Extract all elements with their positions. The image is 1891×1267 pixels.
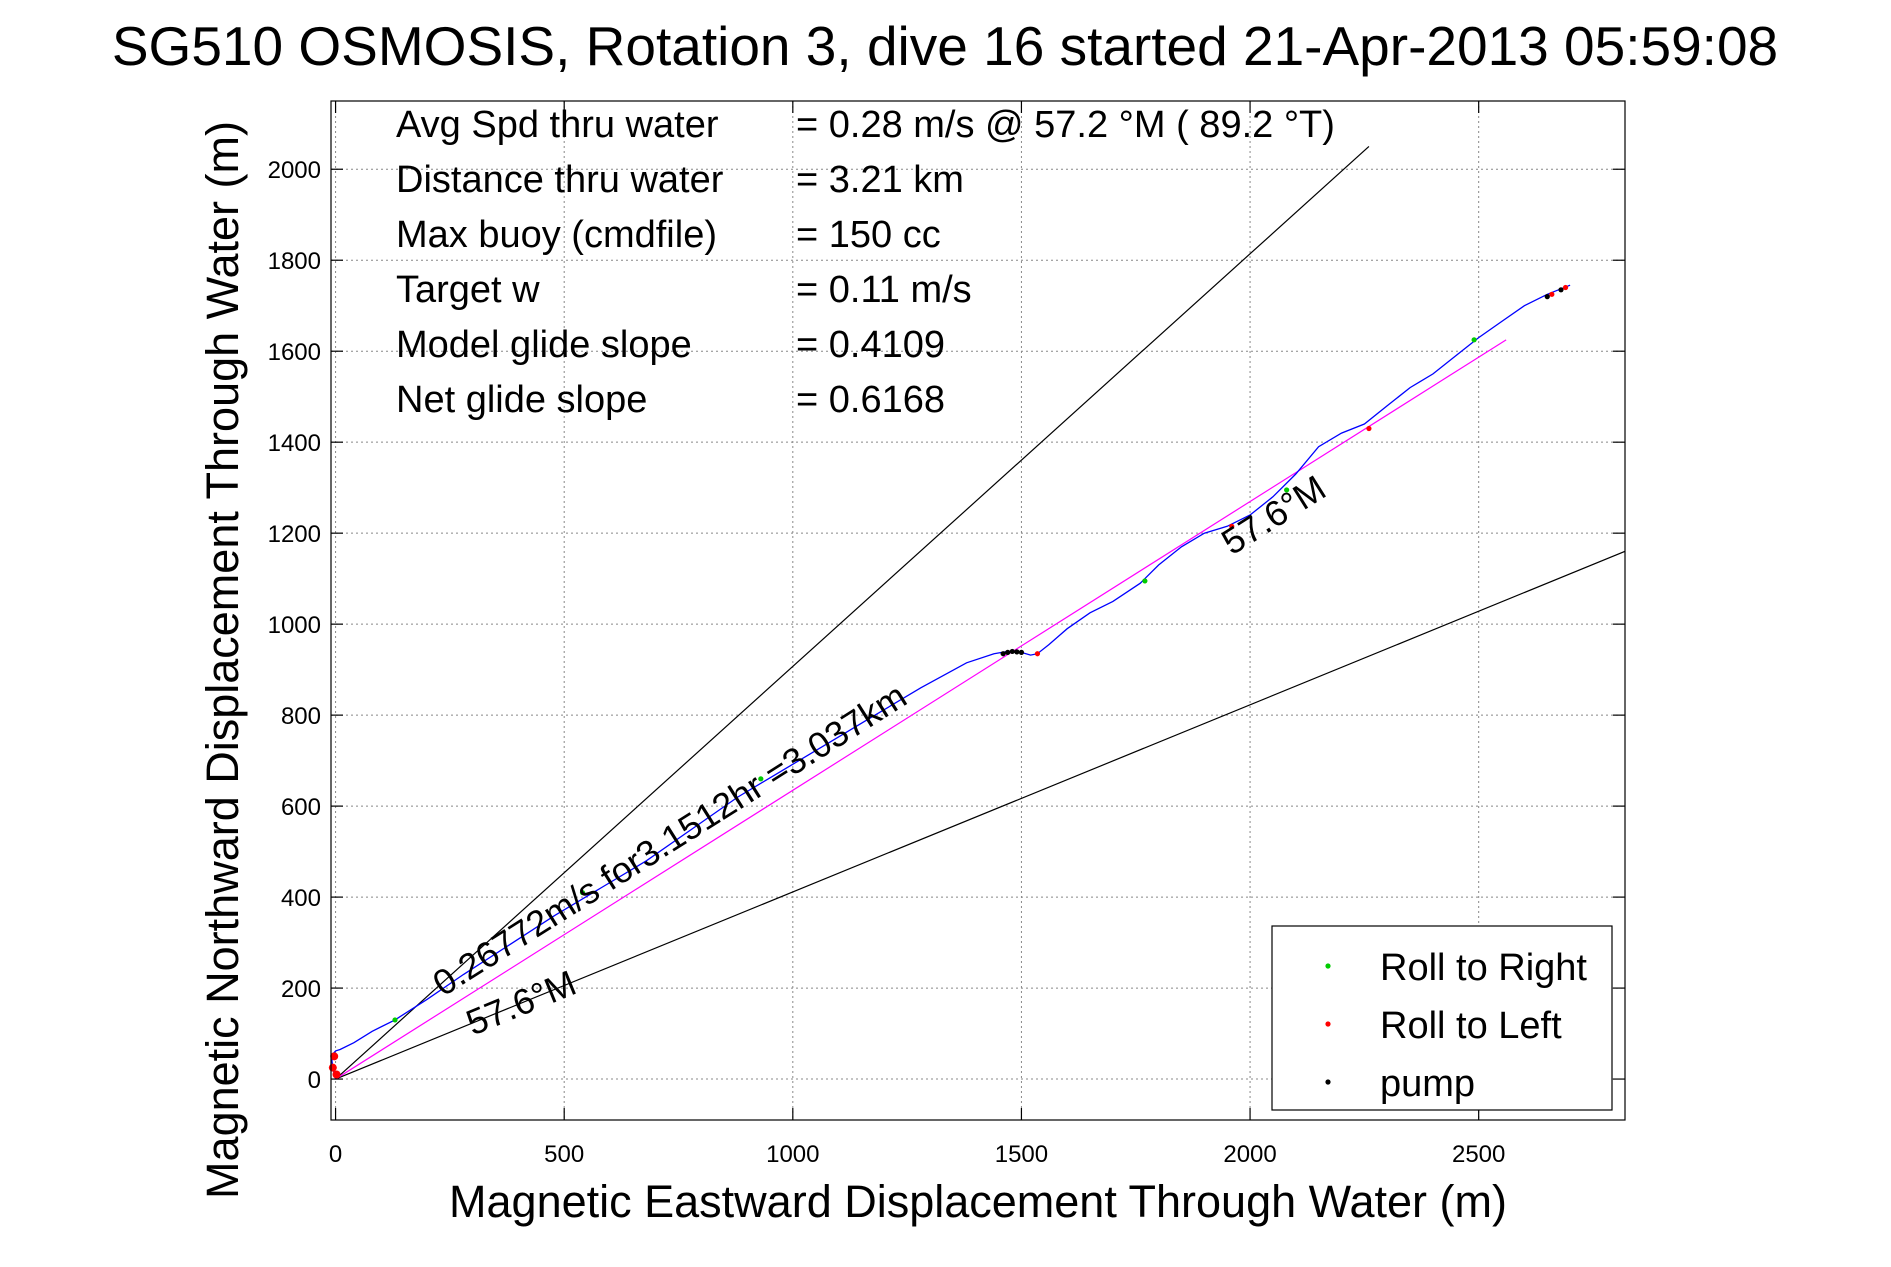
- marker-roll-right: [579, 889, 586, 896]
- y-tick-label: 1000: [268, 612, 321, 639]
- marker-roll-left: [1229, 523, 1235, 529]
- reference-line-heading-lower: [335, 550, 1625, 1080]
- stat-label: Max buoy (cmdfile): [396, 214, 717, 256]
- x-tick-label: 1000: [766, 1141, 819, 1168]
- axis-ticks: 0 500 1000 1500 2000 2500 0 200 400 600 800 1000 120…: [268, 101, 1625, 1168]
- stat-value: = 0.6168: [796, 379, 945, 421]
- x-tick-label: 2000: [1223, 1141, 1276, 1168]
- marker-roll-left: [328, 1063, 337, 1072]
- x-tick-label: 0: [329, 1141, 342, 1168]
- marker-roll-left: [1549, 291, 1555, 297]
- chart-title: SG510 OSMOSIS, Rotation 3, dive 16 start…: [112, 15, 1778, 77]
- plot-frame: [330, 100, 1626, 1121]
- legend: Roll to Right Roll to Left pump: [1271, 925, 1613, 1111]
- stat-label: Target w: [396, 269, 540, 311]
- marker-pump: [1544, 294, 1550, 300]
- stat-value: = 0.4109: [796, 324, 945, 366]
- y-tick-label: 400: [281, 885, 321, 912]
- marker-pump: [1005, 649, 1011, 655]
- marker-pump: [1018, 649, 1025, 655]
- stat-label: Distance thru water: [396, 159, 724, 201]
- stat-value: = 3.21 km: [796, 159, 964, 201]
- legend-label: Roll to Right: [1380, 947, 1587, 989]
- marker-pump: [1558, 287, 1564, 293]
- stat-label: Net glide slope: [396, 379, 647, 421]
- y-axis-label: Magnetic Northward Displacement Through …: [197, 121, 248, 1199]
- marker-roll-left: [1034, 651, 1041, 657]
- y-tick-label: 0: [308, 1067, 321, 1094]
- marker-pump: [1014, 649, 1020, 655]
- marker-roll-left: [330, 1052, 339, 1061]
- marker-roll-right: [1142, 578, 1148, 584]
- annotations: 0.26772m/s for3.1512hr =3.037km57.6°M57.…: [425, 467, 1332, 1043]
- x-axis-label: Magnetic Eastward Displacement Through W…: [449, 1176, 1507, 1227]
- annotation-label: 0.26772m/s for3.1512hr =3.037km: [425, 675, 913, 1004]
- y-tick-label: 1800: [268, 248, 321, 275]
- marker-roll-right: [758, 776, 764, 782]
- y-tick-label: 200: [281, 976, 321, 1003]
- y-tick-label: 1400: [268, 430, 321, 457]
- legend-marker: [1325, 1079, 1331, 1085]
- stat-value: = 150 cc: [796, 214, 941, 256]
- reference-line-net-displacement: [335, 339, 1507, 1080]
- legend-label: pump: [1380, 1063, 1475, 1105]
- marker-roll-left: [332, 1070, 341, 1079]
- y-tick-label: 2000: [268, 157, 321, 184]
- track: [331, 284, 1571, 1080]
- marker-roll-right: [1471, 337, 1477, 343]
- marker-roll-left: [1366, 425, 1372, 432]
- y-tick-label: 1600: [268, 339, 321, 366]
- stat-label: Model glide slope: [396, 324, 692, 366]
- y-tick-label: 600: [281, 794, 321, 821]
- y-tick-label: 1200: [268, 521, 321, 548]
- stat-label: Avg Spd thru water: [396, 104, 719, 146]
- markers: [328, 284, 1569, 1079]
- reference-line-heading-upper: [335, 146, 1370, 1080]
- legend-box: [1271, 925, 1613, 1111]
- grid: [331, 101, 1625, 1120]
- marker-roll-left: [1562, 284, 1569, 291]
- series-line-track: [331, 284, 1571, 1080]
- stat-value: = 0.11 m/s: [796, 269, 972, 311]
- x-tick-label: 500: [544, 1141, 584, 1168]
- marker-pump: [1009, 648, 1015, 655]
- x-tick-label: 2500: [1452, 1141, 1505, 1168]
- marker-pump: [1000, 651, 1006, 657]
- marker-roll-right: [392, 1017, 398, 1023]
- marker-roll-right: [1284, 487, 1290, 493]
- annotation-label: 57.6°M: [1214, 467, 1333, 563]
- stats-box: Avg Spd thru water = 0.28 m/s @ 57.2 °M (…: [396, 104, 1335, 421]
- reference-lines: [335, 146, 1625, 1080]
- stat-value: = 0.28 m/s @ 57.2 °M ( 89.2 °T): [796, 104, 1335, 146]
- legend-label: Roll to Left: [1380, 1005, 1562, 1047]
- x-tick-label: 1500: [995, 1141, 1048, 1168]
- y-tick-label: 800: [281, 703, 321, 730]
- legend-marker: [1325, 963, 1331, 969]
- legend-marker: [1325, 1021, 1331, 1027]
